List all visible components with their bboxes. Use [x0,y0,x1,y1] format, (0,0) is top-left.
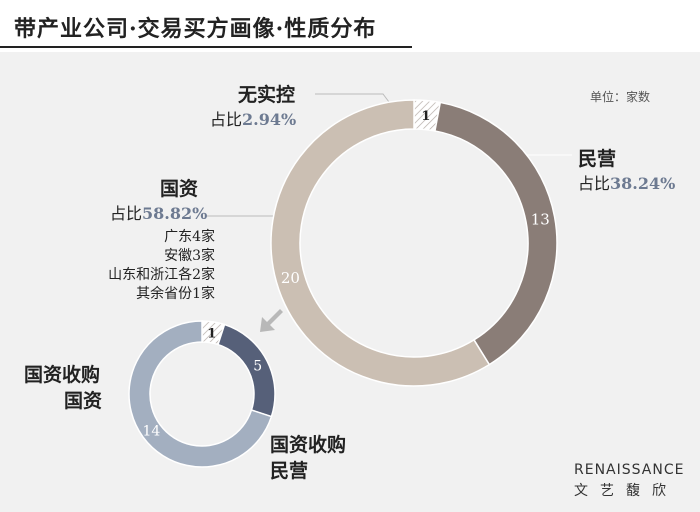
logo-text-en: RENAISSANCE [574,462,685,478]
sub-value-label: 5 [253,359,262,375]
page-title: 带产业公司·交易买方画像·性质分布 [14,16,377,42]
main-slice [270,99,491,387]
category-label-private: 民营 [578,148,617,170]
sub-slice [128,320,273,468]
sub-value-label: 1 [207,326,216,341]
header: 带产业公司·交易买方画像·性质分布 [0,0,700,52]
donut-main: 1 13 20 [270,99,558,387]
category-label-state: 国资 [160,178,199,200]
renaissance-logo: RENAISSANCE 文艺馥欣 [574,462,684,500]
pct-label-state: 占比58.82% [110,204,208,223]
category-label-state-acq-private-1: 国资收购 [270,434,347,456]
category-label-state-acq-state-1: 国资收购 [24,364,101,386]
breakdown-item: 广东4家 [164,229,215,245]
breakdown-item: 其余省份1家 [136,286,215,302]
breakdown-item: 山东和浙江各2家 [108,267,215,283]
main-slice [434,101,558,366]
sub-slice [217,323,276,418]
logo-text-cn: 文艺馥欣 [574,483,678,499]
category-label-state-acq-private-2: 民营 [270,460,309,482]
pct-label-none: 占比2.94% [210,110,297,129]
arrow-icon [260,309,283,332]
main-value-label: 1 [421,109,430,124]
main-value-label: 20 [281,269,300,287]
pct-label-private: 占比38.24% [578,174,676,193]
main-value-label: 13 [531,210,550,228]
breakdown-item: 安徽3家 [164,248,215,264]
category-label-none: 无实控 [238,84,296,106]
unit-label: 单位：家数 [590,90,651,104]
title-underline [0,46,412,48]
sub-value-label: 14 [143,424,161,440]
state-breakdown: 广东4家 安徽3家 山东和浙江各2家 其余省份1家 [108,228,215,304]
category-label-state-acq-state-2: 国资 [64,390,103,412]
